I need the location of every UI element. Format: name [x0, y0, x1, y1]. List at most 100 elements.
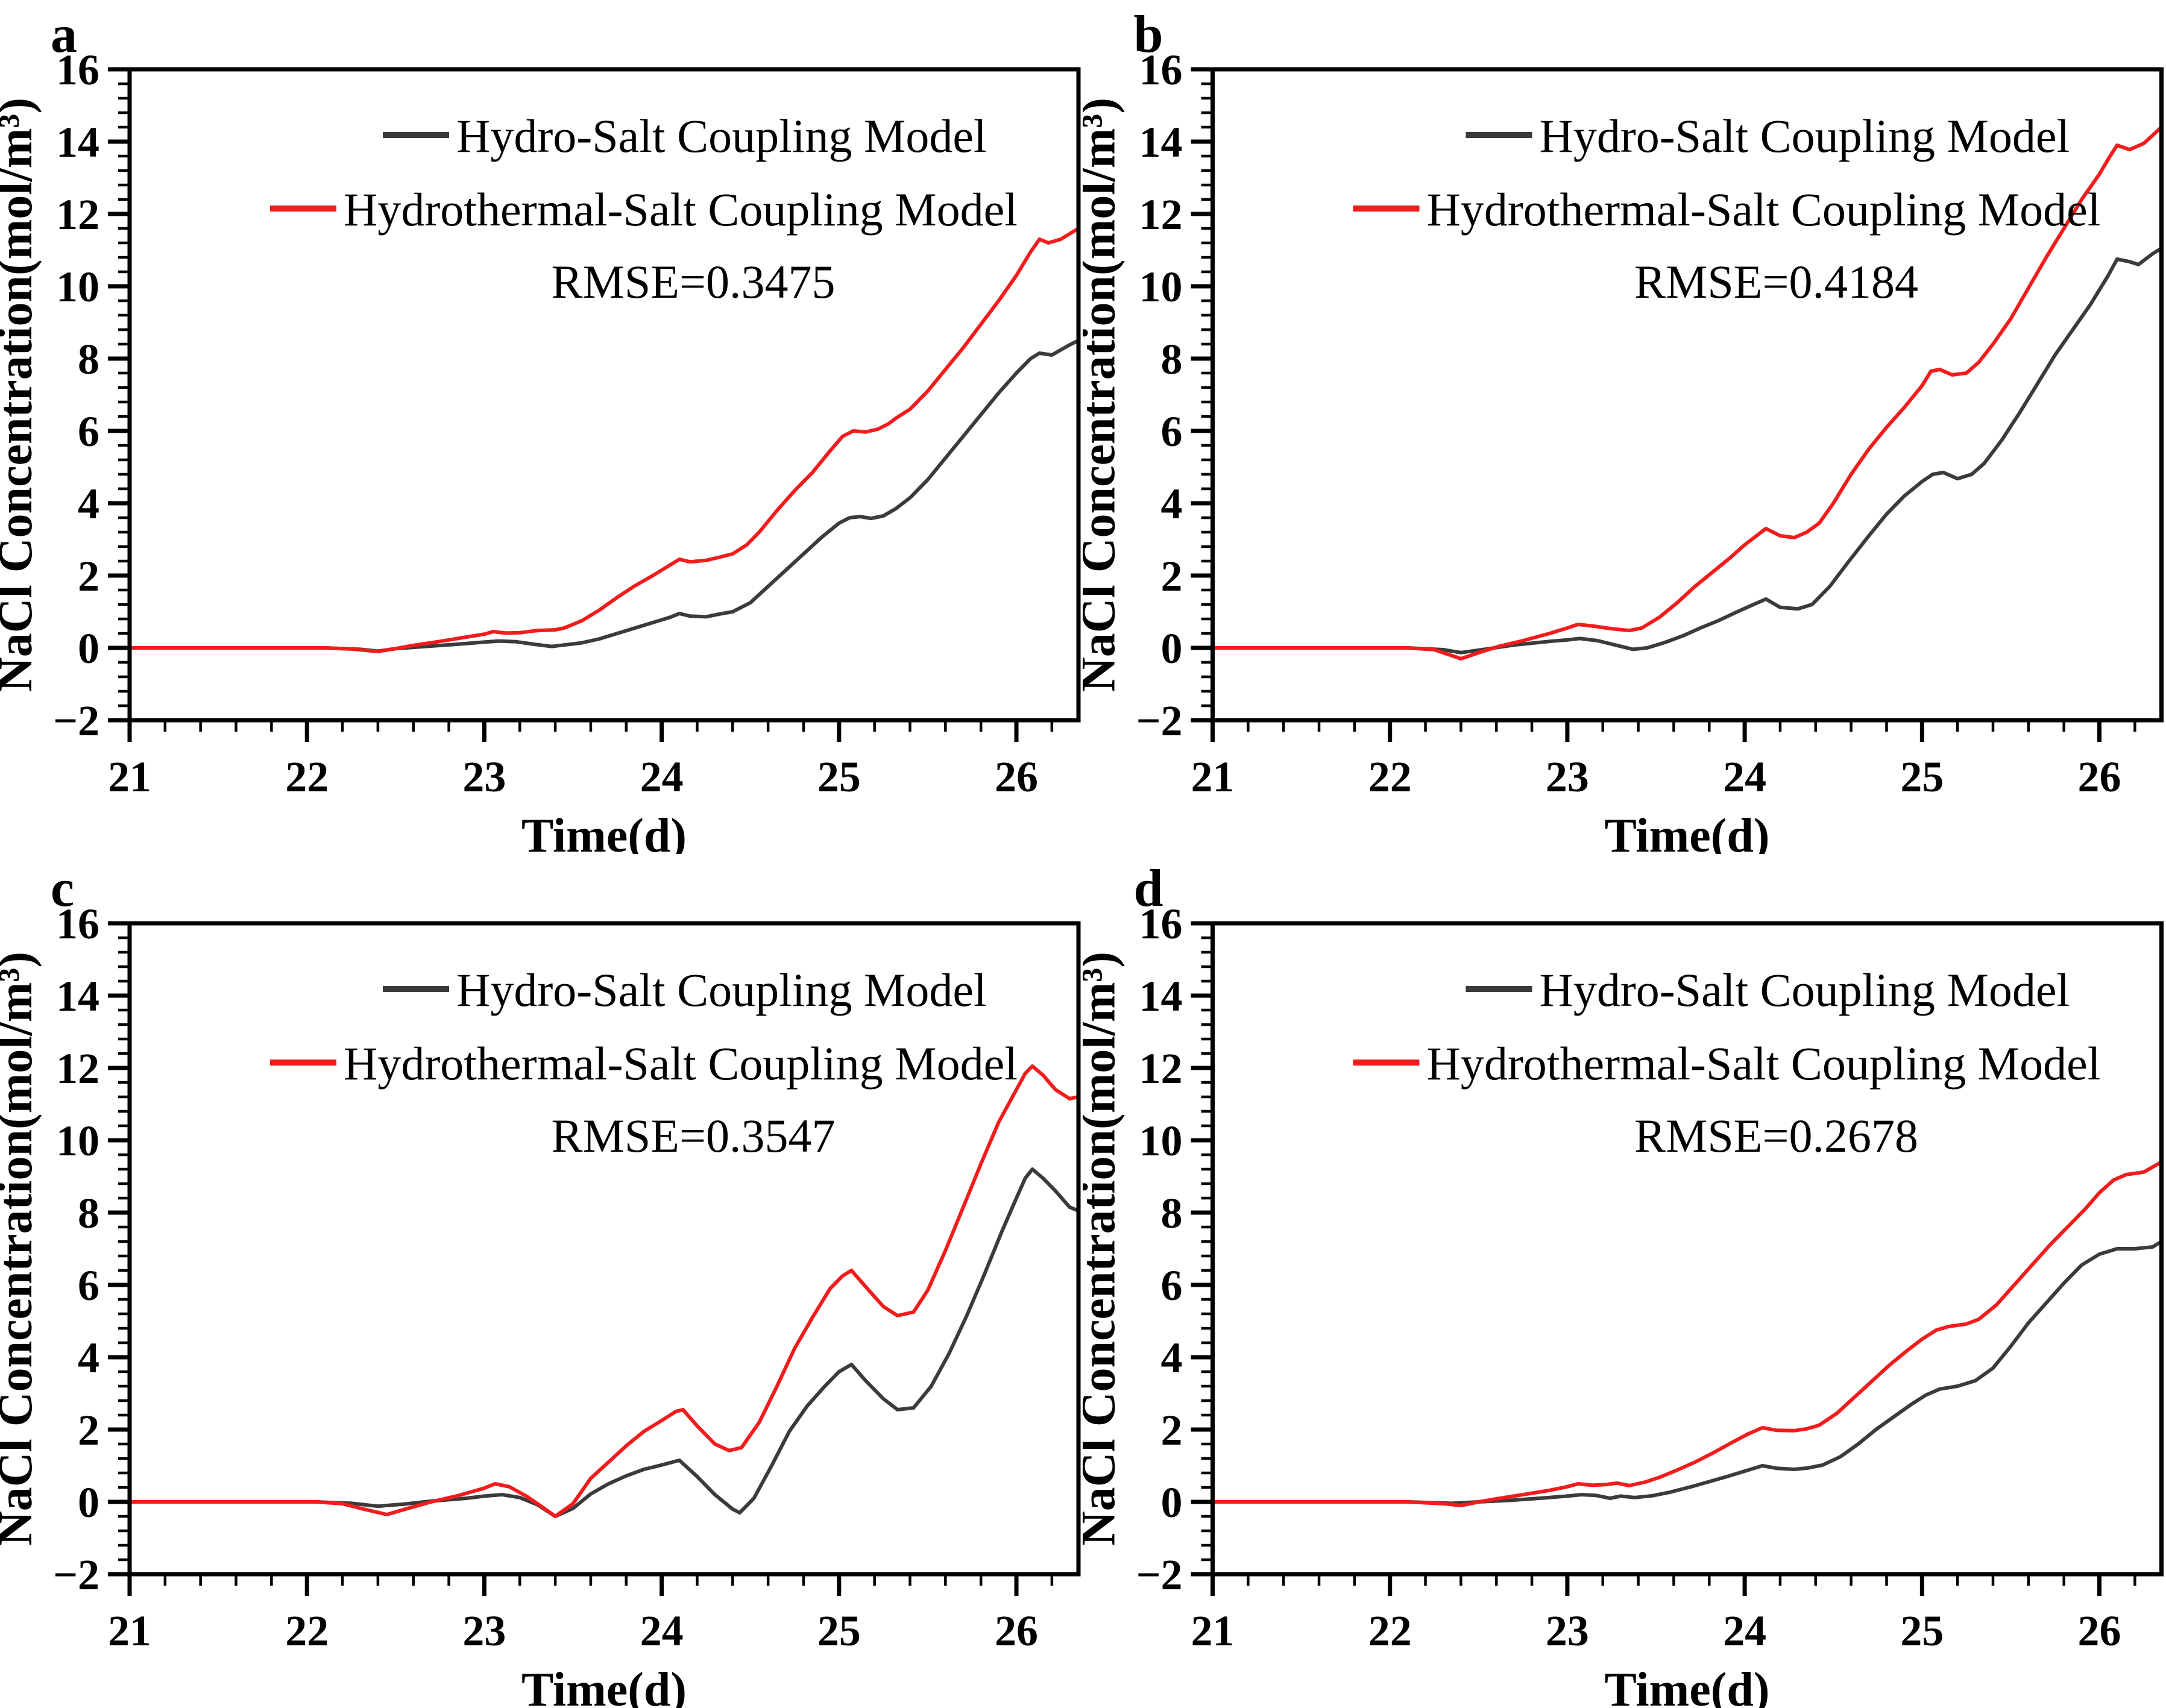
x-axis-title: Time(d) — [521, 1663, 687, 1708]
x-axis-title: Time(d) — [1604, 809, 1769, 854]
y-tick-label: 4 — [78, 480, 99, 528]
x-tick-label: 21 — [108, 753, 151, 801]
series-line-hydro-salt — [1211, 246, 2164, 655]
legend: Hydro-Salt Coupling Model Hydrothermal-Sa… — [1353, 964, 2101, 1162]
y-tick-label: −2 — [53, 697, 99, 745]
x-tick-label: 23 — [1546, 1607, 1589, 1655]
y-tick-label: 10 — [1139, 263, 1183, 311]
x-tick-label: 24 — [640, 753, 684, 801]
panel-b: 21 22 23 24 25 26 −2 0 2 4 6 8 10 12 14 16 Time(d) NaCl C… — [1083, 0, 2166, 854]
y-tick-label: 0 — [1161, 1478, 1183, 1527]
y-tick-label: 4 — [78, 1334, 99, 1382]
y-tick-label: 10 — [56, 1117, 99, 1165]
x-axis-title: Time(d) — [521, 809, 687, 854]
x-tick-label: 22 — [285, 753, 329, 801]
legend-label-hydrothermal-salt: Hydrothermal-Salt Coupling Model — [344, 183, 1018, 236]
series-line-hydro-salt — [1211, 1240, 2164, 1505]
rmse-label: RMSE=0.4184 — [1634, 256, 1918, 308]
x-tick-label: 26 — [995, 753, 1038, 801]
y-tick-label: 2 — [78, 552, 99, 600]
x-tick-label: 21 — [1191, 1607, 1235, 1655]
panel-letter: c — [51, 859, 74, 918]
series-line-hydrothermal-salt — [1211, 125, 2164, 661]
y-tick-label: 8 — [78, 335, 99, 383]
panel-letter: d — [1134, 859, 1163, 918]
x-tick-label: 22 — [1368, 753, 1412, 801]
y-tick-label: −2 — [1136, 697, 1182, 745]
plot-frame — [127, 67, 1081, 723]
series-line-hydrothermal-salt — [128, 227, 1080, 653]
legend-label-hydrothermal-salt: Hydrothermal-Salt Coupling Model — [1427, 1037, 2101, 1090]
x-tick-label: 21 — [108, 1607, 151, 1655]
series-line-hydrothermal-salt — [128, 1064, 1080, 1518]
legend-label-hydro-salt: Hydro-Salt Coupling Model — [1540, 110, 2070, 162]
y-tick-label: 16 — [1139, 46, 1183, 94]
x-tick-label: 23 — [462, 1607, 506, 1655]
x-tick-label: 24 — [1723, 1607, 1766, 1655]
y-tick-label: 6 — [1161, 407, 1183, 456]
y-tick-label: 6 — [1161, 1261, 1183, 1310]
y-tick-label: 14 — [56, 118, 99, 166]
y-tick-label: 8 — [1161, 1189, 1183, 1237]
y-tick-label: 10 — [1139, 1117, 1183, 1165]
panel-d: 21 22 23 24 25 26 −2 0 2 4 6 8 10 12 14 16 Time(d) NaCl C… — [1083, 854, 2166, 1708]
x-tick-label: 24 — [1723, 753, 1766, 801]
panel-letter: b — [1134, 5, 1163, 64]
y-tick-label: 12 — [56, 190, 99, 239]
y-tick-label: 16 — [56, 46, 99, 94]
axis-ticks — [1191, 67, 2136, 742]
x-tick-label: 23 — [462, 753, 506, 801]
y-tick-label: 2 — [1161, 1406, 1183, 1454]
x-tick-label: 25 — [1900, 753, 1944, 801]
y-tick-label: 2 — [78, 1406, 99, 1454]
legend-label-hydro-salt: Hydro-Salt Coupling Model — [1540, 964, 2070, 1016]
y-axis-title: NaCl Concentration(mol/m³) — [0, 98, 42, 692]
x-tick-label: 25 — [817, 1607, 861, 1655]
y-tick-label: 10 — [56, 263, 99, 311]
y-tick-label: 12 — [1139, 1044, 1183, 1093]
legend-label-hydro-salt: Hydro-Salt Coupling Model — [456, 110, 987, 162]
y-tick-label: 4 — [1161, 1334, 1183, 1382]
panel-c: 21 22 23 24 25 26 −2 0 2 4 6 8 10 12 14 16 Time(d) NaCl C… — [0, 854, 1083, 1708]
legend-label-hydrothermal-salt: Hydrothermal-Salt Coupling Model — [1427, 183, 2101, 236]
series-line-hydro-salt — [128, 339, 1080, 653]
y-tick-label: −2 — [1136, 1551, 1182, 1599]
y-tick-label: 4 — [1161, 480, 1183, 528]
plot-frame — [127, 921, 1081, 1577]
y-tick-label: 12 — [56, 1044, 99, 1093]
series-line-hydro-salt — [128, 1167, 1080, 1518]
plot-frame — [1211, 67, 2164, 723]
x-tick-label: 21 — [1191, 753, 1235, 801]
panel-letter: a — [51, 5, 77, 64]
legend: Hydro-Salt Coupling Model Hydrothermal-Sa… — [1353, 110, 2101, 308]
y-tick-label: 14 — [1139, 118, 1183, 166]
x-axis-title: Time(d) — [1604, 1663, 1769, 1708]
legend: Hydro-Salt Coupling Model Hydrothermal-Sa… — [270, 110, 1018, 308]
y-tick-label: 14 — [1139, 972, 1183, 1020]
plot-frame — [1211, 921, 2164, 1577]
x-tick-label: 22 — [1368, 1607, 1412, 1655]
series-line-hydrothermal-salt — [1211, 1160, 2164, 1507]
x-tick-label: 26 — [995, 1607, 1038, 1655]
y-tick-label: 0 — [1161, 624, 1183, 673]
legend: Hydro-Salt Coupling Model Hydrothermal-Sa… — [270, 964, 1018, 1162]
y-tick-label: −2 — [53, 1551, 99, 1599]
axis-ticks — [108, 67, 1054, 742]
y-tick-label: 16 — [1139, 900, 1183, 948]
y-tick-label: 2 — [1161, 552, 1183, 600]
legend-label-hydrothermal-salt: Hydrothermal-Salt Coupling Model — [344, 1037, 1018, 1090]
legend-label-hydro-salt: Hydro-Salt Coupling Model — [456, 964, 987, 1016]
y-tick-label: 8 — [1161, 335, 1183, 383]
y-axis-title: NaCl Concentration(mol/m³) — [0, 952, 42, 1546]
y-tick-label: 6 — [78, 1261, 99, 1310]
y-tick-label: 8 — [78, 1189, 99, 1237]
x-tick-label: 25 — [817, 753, 861, 801]
y-tick-label: 16 — [56, 900, 99, 948]
y-tick-label: 0 — [78, 1478, 99, 1527]
y-tick-label: 14 — [56, 972, 99, 1020]
